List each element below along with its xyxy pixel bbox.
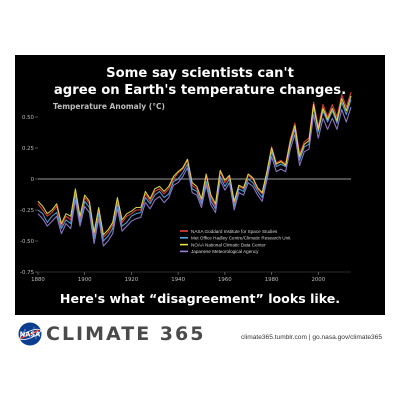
headline-line-2: agree on Earth's temperature changes. bbox=[53, 83, 347, 98]
bottom-caption: Here's what “disagreement” looks like. bbox=[59, 291, 341, 306]
x-tick-label: 1900 bbox=[78, 277, 92, 283]
y-tick-label: -0.25 bbox=[20, 208, 34, 214]
legend-label: NASA Goddard Institute for Space Studies bbox=[191, 229, 278, 234]
nasa-meatball-logo-icon: NASA bbox=[18, 322, 42, 346]
svg-text:NASA: NASA bbox=[20, 331, 41, 339]
legend-label: NOAA National Climatic Data Center bbox=[191, 242, 266, 247]
brand-wordmark: CLIMATE 365 bbox=[46, 323, 206, 345]
series-line bbox=[37, 92, 352, 238]
x-tick-label: 1880 bbox=[31, 277, 45, 283]
y-tick-label: 0.25 bbox=[22, 146, 34, 152]
headline: Some say scientists can't agree on Earth… bbox=[15, 65, 385, 99]
series-line bbox=[37, 106, 352, 247]
y-tick-label: 0 bbox=[31, 177, 35, 183]
series-line bbox=[37, 99, 352, 242]
footer: NASA CLIMATE 365 climate365.tumblr.com |… bbox=[0, 318, 400, 348]
x-tick-label: 1920 bbox=[125, 277, 139, 283]
y-tick-label: -0.75 bbox=[20, 270, 34, 276]
x-tick-label: 2000 bbox=[311, 277, 325, 283]
x-tick-label: 1980 bbox=[265, 277, 279, 283]
headline-line-1: Some say scientists can't bbox=[106, 66, 294, 81]
y-axis-label: Temperature Anomaly (°C) bbox=[53, 102, 165, 111]
chart-panel: Some say scientists can't agree on Earth… bbox=[15, 55, 385, 315]
footer-links[interactable]: climate365.tumblr.com | go.nasa.gov/clim… bbox=[241, 334, 382, 341]
x-tick-label: 1940 bbox=[171, 277, 185, 283]
x-tick-label: 1960 bbox=[218, 277, 232, 283]
legend-label: Met Office Hadley Centre/Climatic Resear… bbox=[191, 236, 291, 241]
legend-label: Japanese Meteorological Agency bbox=[191, 249, 259, 254]
y-tick-label: 0.50 bbox=[22, 115, 35, 121]
series-line bbox=[37, 95, 352, 236]
y-tick-label: -0.50 bbox=[20, 239, 35, 245]
